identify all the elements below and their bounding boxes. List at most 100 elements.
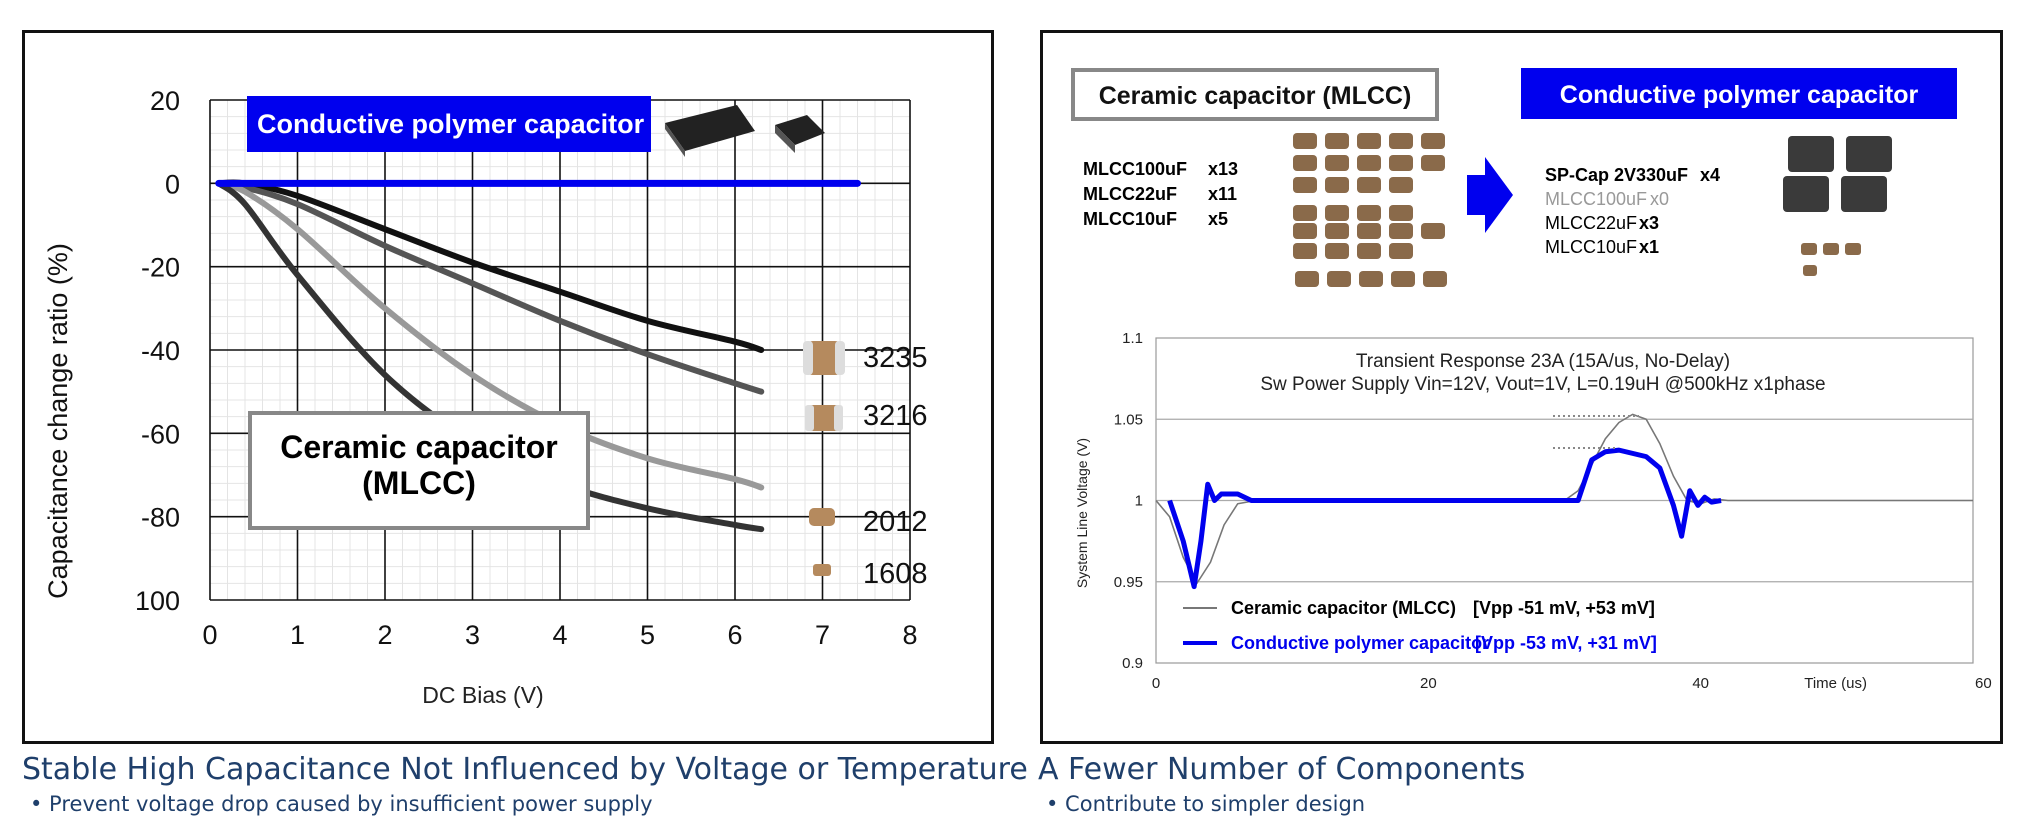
mlcc-chip xyxy=(1389,223,1413,239)
mlcc-chip xyxy=(1357,133,1381,149)
legend-polymer-name: Conductive polymer capacitor xyxy=(1231,633,1489,653)
arrow-shaft xyxy=(1467,175,1487,215)
series-lines xyxy=(215,179,861,533)
x-axis-label: DC Bias (V) xyxy=(422,682,543,708)
series-line-2 xyxy=(215,180,765,395)
y-tick-label: 0.95 xyxy=(1114,574,1143,591)
size-label-3216: 3216 xyxy=(863,400,928,432)
ceramic-label-line1: Ceramic capacitor xyxy=(280,429,557,465)
legend-ceramic-name: Ceramic capacitor (MLCC) xyxy=(1231,598,1456,618)
mlcc-chip xyxy=(1325,177,1349,193)
mlcc-chip xyxy=(1293,205,1317,221)
polymer-part-qty: x3 xyxy=(1639,213,1659,233)
sp-cap-array-image xyxy=(1783,136,1892,276)
x-tick-label: 7 xyxy=(815,620,830,650)
mlcc-header-box xyxy=(1071,68,1439,121)
polymer-part-name: MLCC100uF xyxy=(1545,189,1647,209)
mlcc-chip xyxy=(1293,155,1317,171)
mlcc-part-qty: x5 xyxy=(1208,209,1228,229)
x-tick-label: 1 xyxy=(290,620,305,650)
transient-title-line2: Sw Power Supply Vin=12V, Vout=1V, L=0.19… xyxy=(1260,374,1825,395)
mlcc-chip xyxy=(1389,155,1413,171)
mlcc-chip xyxy=(1389,243,1413,259)
y-tick-label: -80 xyxy=(141,503,180,533)
mlcc-chip xyxy=(1357,177,1381,193)
x-tick-label: 60 xyxy=(1975,675,1992,692)
size-label-3235: 3235 xyxy=(863,342,928,374)
legend-ceramic-value: [Vpp -51 mV, +53 mV] xyxy=(1473,598,1655,618)
mlcc-chip xyxy=(1293,223,1317,239)
mlcc-chip xyxy=(1325,133,1349,149)
y-tick-label: -20 xyxy=(141,253,180,283)
x-tick-label: 2 xyxy=(377,620,392,650)
y-tick-label: -40 xyxy=(141,336,180,366)
size-label-2012: 2012 xyxy=(863,506,928,538)
mlcc-part-name: MLCC100uF xyxy=(1083,159,1187,179)
mlcc-chip xyxy=(1423,271,1447,287)
mlcc-chip xyxy=(1421,133,1445,149)
x-tick-label: 4 xyxy=(552,620,567,650)
mlcc-chip xyxy=(1359,271,1383,287)
mlcc-chip xyxy=(1325,243,1349,259)
y-tick-label: 20 xyxy=(150,86,180,116)
y-tick-label: 100 xyxy=(135,586,180,616)
transient-x-axis-label: Time (us) xyxy=(1804,675,1867,692)
x-tick-label: 3 xyxy=(465,620,480,650)
left-panel: 0 1 2 3 4 5 6 7 8 20 0 -20 -40 -60 -80 100 Conductive p… xyxy=(22,30,994,744)
mlcc-part-name: MLCC10uF xyxy=(1083,209,1177,229)
mlcc-chip xyxy=(1389,205,1413,221)
transient-axes: 1.1 1.05 1 0.95 0.9 0 20 40 60 xyxy=(1114,330,1992,692)
polymer-part-qty: x0 xyxy=(1650,189,1669,209)
polymer-capacitor-image xyxy=(665,105,825,157)
transient-series-line-2 xyxy=(1167,447,1722,590)
polymer-header-box xyxy=(1521,68,1957,119)
x-tick-label: 20 xyxy=(1420,675,1437,692)
right-caption-subtitle: • Contribute to simpler design xyxy=(1046,792,1366,816)
mlcc-chip xyxy=(1357,155,1381,171)
mlcc-chip xyxy=(1357,205,1381,221)
size-label-1608: 1608 xyxy=(863,558,928,590)
mlcc-chip xyxy=(1293,177,1317,193)
x-tick-label: 8 xyxy=(902,620,917,650)
polymer-label: Conductive polymer capacitor xyxy=(257,109,645,139)
polymer-part-qty: x1 xyxy=(1639,237,1659,257)
left-caption-title: Stable High Capacitance Not Influenced b… xyxy=(22,752,1028,787)
transient-response-panel: Ceramic capacitor (MLCC) Conductive poly… xyxy=(1071,68,1992,692)
mlcc-part-qty: x13 xyxy=(1208,159,1238,179)
polymer-header-label: Conductive polymer capacitor xyxy=(1560,81,1919,109)
ceramic-label-box xyxy=(248,411,590,530)
mlcc-chip xyxy=(1325,155,1349,171)
polymer-part-name: MLCC22uF xyxy=(1545,213,1637,233)
mlcc-chip xyxy=(1293,243,1317,259)
mlcc-chip xyxy=(1325,205,1349,221)
polymer-part-qty: x4 xyxy=(1700,165,1720,185)
capacitance-chart: 0 1 2 3 4 5 6 7 8 20 0 -20 -40 -60 -80 100 Conductive p… xyxy=(43,86,928,708)
mlcc-chip xyxy=(1357,223,1381,239)
x-tick-label: 0 xyxy=(202,620,217,650)
mlcc-chip xyxy=(1327,271,1351,287)
mlcc-header-label: Ceramic capacitor (MLCC) xyxy=(1099,82,1412,110)
mlcc-chip xyxy=(1295,271,1319,287)
transient-series xyxy=(1155,413,1973,590)
y-tick-label: 1.1 xyxy=(1122,330,1143,347)
polymer-label-box xyxy=(247,96,651,152)
mlcc-chip xyxy=(1325,223,1349,239)
left-caption-subtitle: • Prevent voltage drop caused by insuffi… xyxy=(30,792,653,816)
transient-title-line1: Transient Response 23A (15A/us, No-Delay… xyxy=(1356,351,1730,372)
legend-polymer-value: [Vpp -53 mV, +31 mV] xyxy=(1475,633,1657,653)
x-tick-label: 5 xyxy=(640,620,655,650)
arrow-right-icon xyxy=(1485,157,1513,233)
mlcc-chip xyxy=(1391,271,1415,287)
series-line-3 xyxy=(215,180,765,491)
polymer-part-name: MLCC10uF xyxy=(1545,237,1637,257)
y-tick-label: 0 xyxy=(165,169,180,199)
mlcc-part-name: MLCC22uF xyxy=(1083,184,1177,204)
mlcc-chip xyxy=(1293,133,1317,149)
series-line-1 xyxy=(215,179,765,353)
mlcc-chip xyxy=(1389,177,1413,193)
x-tick-label: 0 xyxy=(1152,675,1160,692)
y-tick-label: 1 xyxy=(1135,493,1143,510)
y-tick-label: -60 xyxy=(141,419,180,449)
y-tick-label: 1.05 xyxy=(1114,411,1143,428)
ceramic-label-line2: (MLCC) xyxy=(362,465,476,501)
